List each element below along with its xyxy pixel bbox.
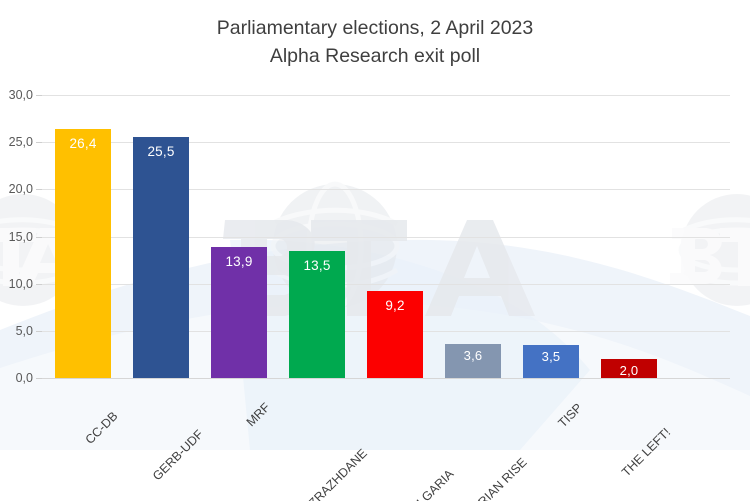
chart-title-line-2: Alpha Research exit poll <box>269 45 481 67</box>
y-axis-tick <box>36 236 42 238</box>
bar-slot: 2,0 <box>590 95 668 378</box>
x-axis-label: BULGARIAN RISE <box>445 455 530 501</box>
bar-value-label: 13,9 <box>225 253 253 269</box>
gridline <box>42 189 730 191</box>
bar-slot: 13,5 <box>278 95 356 378</box>
bar-value-label: 3,5 <box>541 348 561 364</box>
y-axis-tick <box>36 142 42 144</box>
bar-slot: 13,9 <box>200 95 278 378</box>
bar-value-label: 13,5 <box>303 257 331 273</box>
bar[interactable]: 2,0 <box>601 359 657 378</box>
y-axis-tick <box>36 283 42 285</box>
bar-value-label: 26,4 <box>69 135 97 151</box>
y-axis-tick-label: 10,0 <box>8 276 33 291</box>
y-axis-tick <box>36 95 42 96</box>
x-axis-label: MRF <box>243 400 273 430</box>
bar[interactable]: 25,5 <box>133 137 189 378</box>
bar-value-label: 3,6 <box>463 348 483 364</box>
y-axis-tick-label: 0,0 <box>15 371 33 385</box>
y-axis-tick <box>36 378 42 379</box>
bar-value-label: 25,5 <box>147 144 175 160</box>
chart-title: Parliamentary elections, 2 April 2023 Al… <box>0 14 750 70</box>
bar-slot: 9,2 <box>356 95 434 378</box>
gridline <box>42 95 730 96</box>
x-axis-label: VAZRAZHDANE <box>294 446 370 501</box>
bar[interactable]: 3,6 <box>445 344 501 378</box>
gridline <box>42 378 730 379</box>
x-axis-label: BSP FOR BULGARIA <box>361 467 457 501</box>
x-axis-label: GERB-UDF <box>149 427 207 484</box>
gridline <box>42 283 730 285</box>
bar[interactable]: 13,9 <box>211 246 267 378</box>
bar-series: 26,4 25,5 13,9 13,5 9,2 3,6 3,5 2,0 <box>42 95 730 378</box>
x-axis-label: THE LEFT! <box>619 425 674 480</box>
x-axis-label: CC-DB <box>82 408 121 447</box>
x-axis-label: TISP <box>555 400 586 431</box>
bar-slot: 3,5 <box>512 95 590 378</box>
y-axis-tick <box>36 189 42 191</box>
bar[interactable]: 3,5 <box>523 344 579 378</box>
bar-slot: 3,6 <box>434 95 512 378</box>
y-axis-tick <box>36 330 42 332</box>
gridline <box>42 236 730 238</box>
bar[interactable]: 13,5 <box>289 250 345 378</box>
chart-title-line-1: Parliamentary elections, 2 April 2023 <box>216 17 534 39</box>
bar-value-label: 9,2 <box>385 298 405 314</box>
bar-value-label: 2,0 <box>619 363 639 379</box>
gridline <box>42 142 730 144</box>
y-axis-tick-label: 20,0 <box>8 182 33 197</box>
bar[interactable]: 26,4 <box>55 128 111 378</box>
y-axis-tick-label: 5,0 <box>15 323 33 338</box>
bar-slot: 26,4 <box>44 95 122 378</box>
x-axis-labels: CC-DB GERB-UDF MRF VAZRAZHDANEBSP FOR BULGA… <box>42 381 730 501</box>
y-axis-tick-label: 25,0 <box>8 135 33 150</box>
plot-area: 0,0 5,0 10,0 15,0 20,0 25,0 30,0 26,4 25,5 13,9 1… <box>9 88 730 385</box>
y-axis-tick-label: 15,0 <box>8 229 33 244</box>
bar[interactable]: 9,2 <box>367 291 423 378</box>
bar-slot: 25,5 <box>122 95 200 378</box>
y-axis-tick-label: 30,0 <box>8 88 33 102</box>
